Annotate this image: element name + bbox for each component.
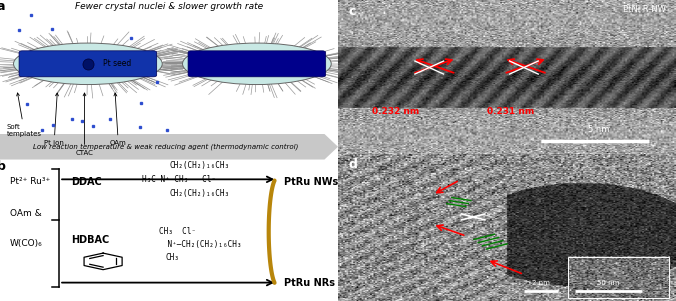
- Text: W(CO)₆: W(CO)₆: [10, 239, 43, 248]
- Text: CH₃  Cl⁻: CH₃ Cl⁻: [159, 228, 196, 237]
- Text: PtNi R-NW: PtNi R-NW: [623, 5, 666, 14]
- Text: b: b: [0, 160, 5, 172]
- Text: Low reaction temperature & weak reducing agent (thermodynamic control): Low reaction temperature & weak reducing…: [33, 144, 298, 150]
- Text: CH₃: CH₃: [166, 253, 180, 262]
- Text: 2 nm: 2 nm: [532, 280, 550, 286]
- Text: Pt²⁺ Ru³⁺: Pt²⁺ Ru³⁺: [10, 176, 51, 185]
- Text: c: c: [348, 5, 356, 17]
- Text: OAm &: OAm &: [10, 209, 42, 218]
- Text: a: a: [0, 0, 5, 13]
- Text: PtRu NWs: PtRu NWs: [284, 176, 338, 187]
- Text: N⁺—CH₂(CH₂)₁₆CH₃: N⁺—CH₂(CH₂)₁₆CH₃: [149, 240, 241, 249]
- Text: HDBAC: HDBAC: [71, 234, 110, 244]
- Text: DDAC: DDAC: [71, 176, 101, 187]
- Text: OAm: OAm: [110, 93, 126, 146]
- Text: CH₂(CH₂)₁₆CH₃: CH₂(CH₂)₁₆CH₃: [169, 161, 229, 170]
- Text: Fewer crystal nuclei & slower growth rate: Fewer crystal nuclei & slower growth rat…: [75, 2, 263, 11]
- Text: 0.231 nm: 0.231 nm: [487, 107, 534, 116]
- Text: d: d: [348, 158, 357, 171]
- Text: 0.232 nm: 0.232 nm: [372, 107, 419, 116]
- Text: CH₂(CH₂)₁₆CH₃: CH₂(CH₂)₁₆CH₃: [169, 189, 229, 198]
- FancyBboxPatch shape: [188, 51, 326, 77]
- Text: 5 nm: 5 nm: [587, 125, 609, 134]
- FancyBboxPatch shape: [19, 51, 157, 77]
- Text: Pt seed: Pt seed: [103, 59, 131, 68]
- Bar: [568, 257, 669, 298]
- Text: Soft
templates: Soft templates: [7, 93, 42, 138]
- Ellipse shape: [14, 43, 162, 85]
- Text: H₃C–N⁺–CH₃   Cl⁻: H₃C–N⁺–CH₃ Cl⁻: [142, 175, 216, 184]
- Text: 50 nm: 50 nm: [597, 280, 620, 286]
- Text: Pt ion: Pt ion: [44, 93, 64, 146]
- Ellipse shape: [183, 43, 331, 85]
- Text: CTAC: CTAC: [76, 93, 93, 156]
- Text: PtRu NRs: PtRu NRs: [284, 278, 335, 288]
- FancyArrow shape: [0, 134, 338, 160]
